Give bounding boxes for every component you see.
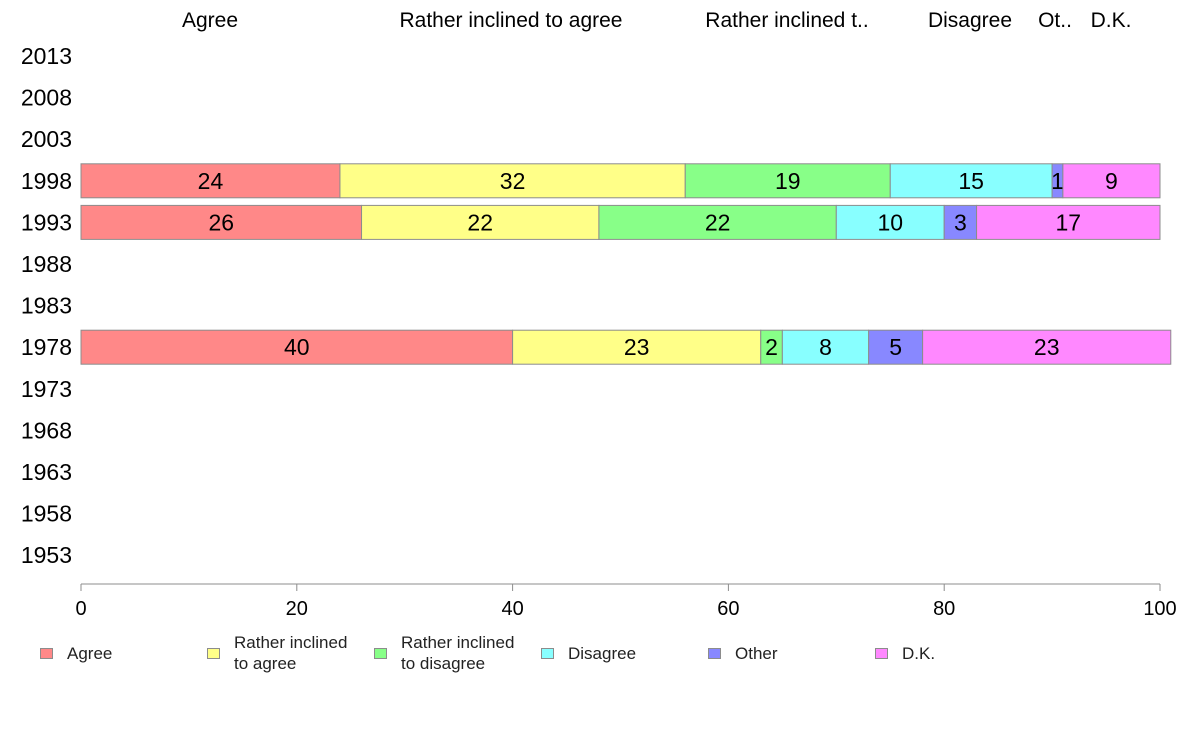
data-label: 2 bbox=[765, 334, 778, 360]
data-label: 8 bbox=[819, 334, 832, 360]
legend-label: Disagree bbox=[568, 643, 636, 664]
bar-segment bbox=[943, 204, 978, 240]
y-tick-label: 2003 bbox=[21, 126, 72, 152]
x-tick-label: 0 bbox=[75, 598, 86, 620]
data-label: 26 bbox=[208, 209, 234, 235]
top-label: Rather inclined t.. bbox=[705, 9, 868, 32]
stacked-bar-chart: Agree Rather inclined to agree Rather incl… bbox=[21, 9, 1177, 620]
y-axis-year-labels: 2013 2008 2003 1998 1993 1988 1983 1978 1973 1968… bbox=[21, 43, 72, 568]
legend-label: Rather inclined to disagree bbox=[401, 632, 514, 674]
legend-swatch bbox=[374, 648, 387, 659]
top-label: Disagree bbox=[928, 9, 1012, 32]
bar-segment bbox=[835, 204, 945, 240]
legend-item: Rather inclined to disagree bbox=[374, 632, 514, 674]
top-label: D.K. bbox=[1091, 9, 1132, 32]
chart-legend: Agree Rather inclined to agree Rather incli… bbox=[0, 626, 1188, 686]
x-axis: 0 20 40 60 80 100 bbox=[75, 583, 1177, 620]
y-tick-label: 2008 bbox=[21, 85, 72, 111]
x-tick-label: 100 bbox=[1143, 598, 1176, 620]
data-label: 40 bbox=[284, 334, 310, 360]
bar-segment bbox=[781, 329, 870, 365]
legend-swatch bbox=[40, 648, 53, 659]
y-tick-label: 1988 bbox=[21, 251, 72, 277]
data-label: 32 bbox=[500, 168, 526, 194]
legend-item: D.K. bbox=[875, 632, 935, 664]
y-tick-label: 1983 bbox=[21, 293, 72, 319]
legend-label-line: Rather inclined bbox=[234, 633, 348, 652]
legend-label: Agree bbox=[67, 643, 112, 664]
data-label: 23 bbox=[624, 334, 650, 360]
data-label: 10 bbox=[877, 209, 903, 235]
legend-label: Other bbox=[735, 643, 778, 664]
legend-label: D.K. bbox=[902, 643, 935, 664]
x-tick-label: 60 bbox=[717, 598, 739, 620]
data-label: 24 bbox=[198, 168, 224, 194]
data-label: 3 bbox=[954, 209, 967, 235]
y-tick-label: 1998 bbox=[21, 168, 72, 194]
legend-item: Agree bbox=[40, 632, 112, 664]
y-tick-label: 1978 bbox=[21, 334, 72, 360]
bar-segment bbox=[80, 329, 514, 365]
y-tick-label: 1958 bbox=[21, 501, 72, 527]
legend-label-line: Rather inclined bbox=[401, 633, 515, 652]
top-category-labels: Agree Rather inclined to agree Rather incl… bbox=[182, 9, 1131, 32]
data-label: 5 bbox=[889, 334, 902, 360]
legend-item: Rather inclined to agree bbox=[207, 632, 347, 674]
y-tick-label: 1963 bbox=[21, 459, 72, 485]
legend-label-line: D.K. bbox=[902, 644, 936, 663]
bar-segment bbox=[976, 204, 1161, 240]
x-tick-label: 40 bbox=[501, 598, 523, 620]
bar-segment bbox=[361, 204, 600, 240]
bar-segment bbox=[512, 329, 762, 365]
bar-segment bbox=[80, 204, 363, 240]
y-tick-label: 1993 bbox=[21, 209, 72, 235]
data-label: 15 bbox=[958, 168, 984, 194]
top-label: Rather inclined to agree bbox=[400, 9, 623, 32]
data-label: 1 bbox=[1051, 168, 1064, 194]
legend-label-line: Disagree bbox=[568, 644, 637, 663]
legend-label-line: to disagree bbox=[401, 654, 486, 673]
legend-swatch bbox=[541, 648, 554, 659]
legend-swatch bbox=[207, 648, 220, 659]
y-tick-label: 1953 bbox=[21, 542, 72, 568]
legend-item: Other bbox=[708, 632, 778, 664]
bar-segment bbox=[339, 163, 686, 199]
data-label: 9 bbox=[1105, 168, 1118, 194]
y-tick-label: 1968 bbox=[21, 417, 72, 443]
top-label: Agree bbox=[182, 9, 238, 32]
legend-swatch bbox=[875, 648, 888, 659]
bar-segment bbox=[684, 163, 891, 199]
legend-item: Disagree bbox=[541, 632, 636, 664]
bar-segment bbox=[598, 204, 837, 240]
data-label: 22 bbox=[467, 209, 493, 235]
top-label: Ot.. bbox=[1038, 9, 1072, 32]
data-label: 19 bbox=[775, 168, 801, 194]
legend-label-line: Other bbox=[735, 644, 778, 663]
legend-swatch bbox=[708, 648, 721, 659]
data-label: 22 bbox=[705, 209, 731, 235]
data-label: 17 bbox=[1055, 209, 1081, 235]
y-tick-label: 1973 bbox=[21, 376, 72, 402]
bar-segment bbox=[80, 163, 341, 199]
bar-segment bbox=[1062, 163, 1161, 199]
x-tick-label: 80 bbox=[933, 598, 955, 620]
x-tick-label: 20 bbox=[286, 598, 308, 620]
legend-label-line: Agree bbox=[67, 644, 113, 663]
legend-label: Rather inclined to agree bbox=[234, 632, 347, 674]
data-label: 23 bbox=[1034, 334, 1060, 360]
legend-label-line: to agree bbox=[234, 654, 297, 673]
y-tick-label: 2013 bbox=[21, 43, 72, 69]
bar-segment bbox=[922, 329, 1172, 365]
